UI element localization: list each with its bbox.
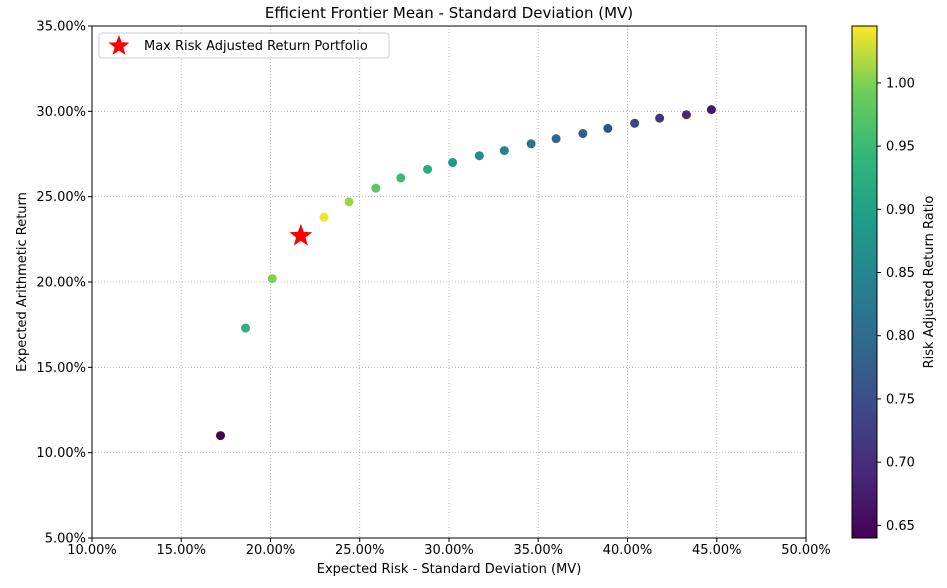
data-points [216, 105, 716, 441]
legend-label: Max Risk Adjusted Return Portfolio [144, 39, 368, 54]
data-point [655, 113, 665, 123]
colorbar-ticks: 0.65 0.70 0.75 0.80 0.85 0.90 0.95 1.00 [877, 76, 915, 534]
legend: Max Risk Adjusted Return Portfolio [98, 32, 390, 59]
max-ratio-star-marker [289, 223, 313, 246]
data-point [474, 151, 484, 161]
legend-frame [98, 32, 390, 59]
y-axis-label: Expected Arithmetic Return [15, 192, 30, 372]
colorbar-tick-label: 0.80 [886, 329, 915, 344]
x-tick-label: 30.00% [424, 543, 474, 558]
x-tick-label: 25.00% [335, 543, 385, 558]
data-point [344, 197, 354, 207]
chart-title: Efficient Frontier Mean - Standard Devia… [265, 4, 633, 22]
y-tick-label: 30.00% [36, 105, 86, 120]
data-point [319, 212, 329, 222]
colorbar-gradient [851, 25, 878, 539]
data-point [216, 431, 226, 441]
x-tick-label: 35.00% [513, 543, 563, 558]
colorbar-tick-label: 0.95 [886, 140, 915, 155]
colorbar-tick-label: 0.85 [886, 266, 915, 281]
x-axis: 10.00% 15.00% 20.00% 25.00% 30.00% 35.00% 40.0… [67, 538, 831, 558]
data-point [499, 146, 509, 156]
y-tick-label: 35.00% [36, 20, 86, 35]
highlight-marker [289, 223, 313, 246]
legend-star-icon [108, 35, 130, 55]
legend-star-icon-shape [108, 35, 130, 55]
data-point [396, 173, 406, 183]
x-tick-label: 10.00% [67, 543, 117, 558]
data-point [578, 129, 588, 139]
data-point [681, 110, 691, 120]
colorbar-label: Risk Adjusted Return Ratio [922, 196, 937, 369]
data-point [371, 183, 381, 193]
data-point [603, 123, 613, 133]
x-tick-label: 50.00% [781, 543, 831, 558]
x-tick-label: 45.00% [692, 543, 742, 558]
data-point [423, 164, 433, 174]
colorbar-tick-label: 0.75 [886, 392, 915, 407]
y-tick-label: 15.00% [36, 361, 86, 376]
y-tick-label: 25.00% [36, 190, 86, 205]
colorbar-tick-label: 0.65 [886, 519, 915, 534]
x-tick-label: 20.00% [246, 543, 296, 558]
colorbar-tick-label: 0.90 [886, 203, 915, 218]
y-tick-label: 5.00% [45, 532, 86, 547]
colorbar: 0.65 0.70 0.75 0.80 0.85 0.90 0.95 1.00 Risk Ad… [851, 25, 937, 539]
x-axis-label: Expected Risk - Standard Deviation (MV) [317, 562, 582, 577]
colorbar-tick-label: 1.00 [886, 76, 915, 91]
data-point [630, 118, 640, 128]
data-point [267, 274, 277, 284]
gridlines [91, 25, 807, 539]
data-point [526, 139, 536, 149]
y-tick-label: 10.00% [36, 446, 86, 461]
data-point [448, 158, 458, 168]
data-point [706, 105, 716, 115]
y-tick-label: 20.00% [36, 276, 86, 291]
data-point [241, 323, 251, 333]
data-point [551, 134, 561, 144]
x-tick-label: 40.00% [603, 543, 653, 558]
x-tick-label: 15.00% [156, 543, 206, 558]
y-axis: 5.00% 10.00% 15.00% 20.00% 25.00% 30.00% 35.00… [36, 20, 92, 547]
colorbar-tick-label: 0.70 [886, 456, 915, 471]
